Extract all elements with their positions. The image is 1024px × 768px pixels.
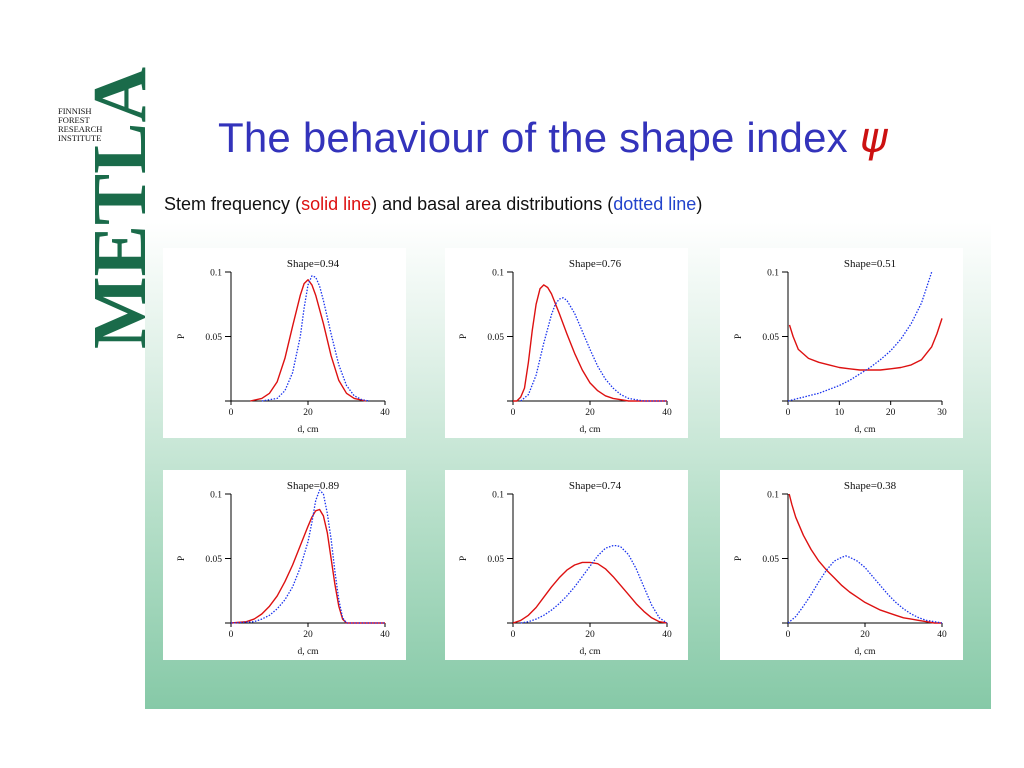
x-tick-label: 20 [860,630,870,640]
chart-svg-5: Shape=0.74 0.05 0.1 0 20 40 d, cm P [459,480,672,657]
solid-series-line [512,561,668,624]
x-tick-label: 0 [786,630,791,640]
chart-panel-3: Shape=0.51 0.05 0.1 0 10 20 30 d, cm P [720,248,963,438]
y-axis-label: P [459,334,469,339]
x-axis-label: d, cm [297,425,319,435]
dotted-series-line [787,555,943,624]
chart-svg-3: Shape=0.51 0.05 0.1 0 10 20 30 d, cm P [734,258,947,435]
y-axis-label: P [734,334,744,339]
chart-panel-6: Shape=0.38 0.05 0.1 0 20 40 d, cm P [720,470,963,660]
y-tick-label: 0.05 [487,555,504,565]
x-tick-label: 10 [835,408,845,418]
logo-sub-line: INSTITUTE [58,133,102,143]
x-tick-label: 20 [303,408,313,418]
x-tick-label: 40 [662,630,672,640]
subtitle-part3: ) [696,194,703,214]
chart-svg-2: Shape=0.76 0.05 0.1 0 20 40 d, cm P [459,258,672,435]
logo-sub-line: FOREST [58,115,90,125]
x-tick-label: 0 [229,408,234,418]
logo-word-text: METLA [78,67,153,349]
title-symbol: ψ [859,113,888,162]
x-tick-label: 40 [380,408,390,418]
dotted-series-line [520,297,667,402]
solid-series-line [788,318,943,371]
chart-svg-4: Shape=0.89 0.05 0.1 0 20 40 d, cm P [177,480,390,657]
y-axis-label: P [459,556,469,561]
metla-logo: FINNISH FOREST RESEARCH INSTITUTE METLA [58,62,153,362]
x-tick-label: 0 [786,408,791,418]
solid-series-line [788,493,942,624]
chart-svg-1: Shape=0.94 0.05 0.1 0 20 40 d, cm P [177,258,390,435]
dotted-series-line [230,489,385,624]
x-tick-label: 20 [303,630,313,640]
y-axis-label: P [177,556,187,561]
dotted-series-line [520,544,668,624]
x-axis-label: d, cm [854,647,876,657]
subtitle-part1: Stem frequency ( [164,194,302,214]
x-tick-label: 20 [585,408,595,418]
logo-sub-line: FINNISH [58,106,92,116]
dotted-line-label: dotted line [613,194,697,214]
chart-svg-6: Shape=0.38 0.05 0.1 0 20 40 d, cm P [734,480,947,657]
solid-series-line [513,284,667,402]
y-tick-label: 0.1 [492,491,504,501]
title-text: The behaviour of the shape index [218,114,860,161]
x-tick-label: 40 [380,630,390,640]
x-tick-label: 0 [229,630,234,640]
solid-series-line [230,508,385,624]
x-tick-label: 20 [585,630,595,640]
y-tick-label: 0.1 [767,491,779,501]
x-tick-label: 0 [511,408,516,418]
y-tick-label: 0.05 [205,333,222,343]
y-tick-label: 0.1 [492,269,504,279]
chart-title: Shape=0.38 [844,480,897,492]
x-tick-label: 20 [886,408,896,418]
subtitle-part2: ) and basal area distributions ( [371,194,614,214]
y-tick-label: 0.05 [762,555,779,565]
y-tick-label: 0.1 [210,491,222,501]
x-tick-label: 30 [937,408,947,418]
dotted-series-line [261,275,370,402]
chart-panel-1: Shape=0.94 0.05 0.1 0 20 40 d, cm P [163,248,406,438]
x-axis-label: d, cm [579,425,601,435]
chart-panel-4: Shape=0.89 0.05 0.1 0 20 40 d, cm P [163,470,406,660]
y-axis-label: P [177,334,187,339]
chart-panel-2: Shape=0.76 0.05 0.1 0 20 40 d, cm P [445,248,688,438]
y-tick-label: 0.05 [487,333,504,343]
x-axis-label: d, cm [297,647,319,657]
x-axis-label: d, cm [854,425,876,435]
solid-series-line [250,279,366,402]
solid-line-label: solid line [301,194,372,214]
chart-title: Shape=0.51 [844,258,896,270]
y-tick-label: 0.05 [762,333,779,343]
subtitle: Stem frequency (solid line) and basal ar… [164,194,702,215]
logo-wordmark: METLA [78,67,153,349]
logo-subtitle: FINNISH FOREST RESEARCH INSTITUTE [58,107,118,143]
x-tick-label: 0 [511,630,516,640]
x-axis-label: d, cm [579,647,601,657]
dotted-series-line [787,271,933,402]
y-tick-label: 0.05 [205,555,222,565]
slide-title: The behaviour of the shape index ψ [218,113,888,162]
chart-panel-5: Shape=0.74 0.05 0.1 0 20 40 d, cm P [445,470,688,660]
y-tick-label: 0.1 [767,269,779,279]
y-tick-label: 0.1 [210,269,222,279]
x-tick-label: 40 [937,630,947,640]
y-axis-label: P [734,556,744,561]
chart-title: Shape=0.89 [287,480,340,492]
chart-title: Shape=0.94 [287,258,340,270]
chart-title: Shape=0.76 [569,258,622,270]
x-tick-label: 40 [662,408,672,418]
chart-title: Shape=0.74 [569,480,622,492]
logo-sub-line: RESEARCH [58,124,103,134]
